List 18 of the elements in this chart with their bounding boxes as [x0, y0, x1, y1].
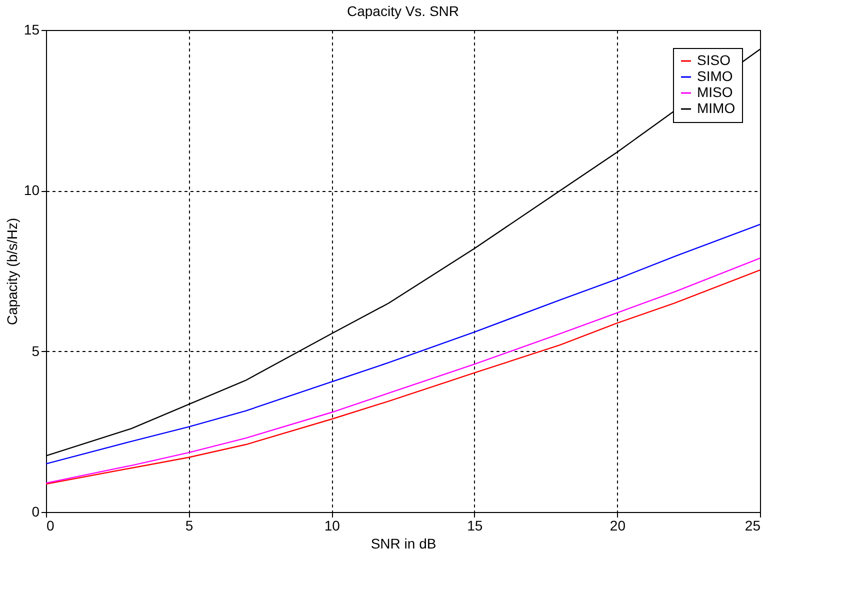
x-axis-title: SNR in dB [370, 536, 436, 552]
chart-title: Capacity Vs. SNR [346, 3, 460, 19]
y-axis-title: Capacity (b/s/Hz) [4, 218, 20, 326]
y-tick-label: 0 [32, 504, 40, 520]
x-tick-label: 5 [185, 518, 194, 534]
legend-label: MISO [697, 84, 733, 100]
y-tick-label: 10 [24, 182, 40, 198]
line-series [45, 224, 761, 464]
legend-label: SIMO [697, 68, 733, 84]
x-tick-label: 20 [610, 518, 626, 534]
x-tick-label: 10 [324, 518, 340, 534]
legend-label: SISO [697, 52, 731, 68]
y-tick-label: 15 [24, 22, 40, 38]
x-tick-label: 0 [46, 518, 54, 534]
legend-label: MIMO [697, 100, 736, 116]
x-tick-label: 15 [467, 518, 483, 534]
y-tick-label: 5 [32, 342, 40, 359]
x-tick-label: 25 [744, 518, 761, 534]
